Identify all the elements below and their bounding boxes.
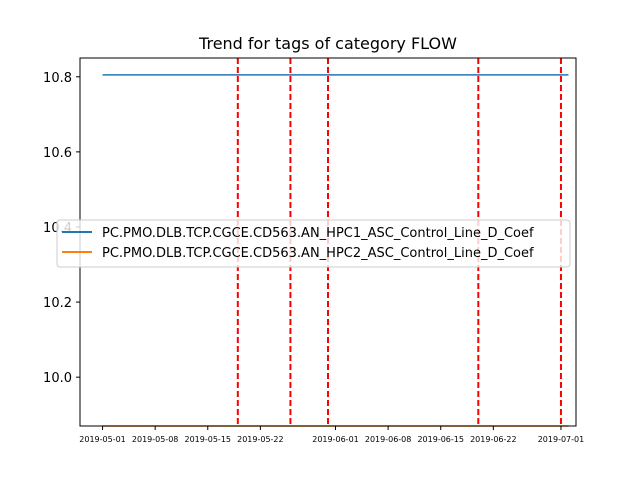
y-tick-label: 10.2 <box>43 296 72 311</box>
x-tick-label: 2019-06-22 <box>470 435 517 444</box>
x-tick-label: 2019-05-01 <box>79 435 126 444</box>
legend-box <box>56 219 571 268</box>
x-tick-label: 2019-05-08 <box>132 435 179 444</box>
y-tick-label: 10.0 <box>43 371 72 386</box>
x-axis: 2019-05-01 2019-05-08 2019-05-15 2019-05-22… <box>79 426 584 444</box>
x-tick-label: 2019-05-15 <box>185 435 232 444</box>
x-tick-label: 2019-06-01 <box>312 435 359 444</box>
legend-label-2: PC.PMO.DLB.TCP.CGCE.CD563.AN_HPC2_ASC_Co… <box>102 246 534 261</box>
x-tick-label: 2019-06-08 <box>365 435 412 444</box>
x-tick-label: 2019-06-15 <box>417 435 464 444</box>
legend-label-1: PC.PMO.DLB.TCP.CGCE.CD563.AN_HPC1_ASC_Co… <box>102 226 534 241</box>
x-tick-label: 2019-07-01 <box>538 435 585 444</box>
legend: PC.PMO.DLB.TCP.CGCE.CD563.AN_HPC1_ASC_Co… <box>56 219 571 268</box>
chart-title: Trend for tags of category FLOW <box>198 34 457 53</box>
x-tick-label: 2019-05-22 <box>237 435 284 444</box>
y-tick-label: 10.8 <box>43 71 72 86</box>
y-tick-label: 10.6 <box>43 146 72 161</box>
